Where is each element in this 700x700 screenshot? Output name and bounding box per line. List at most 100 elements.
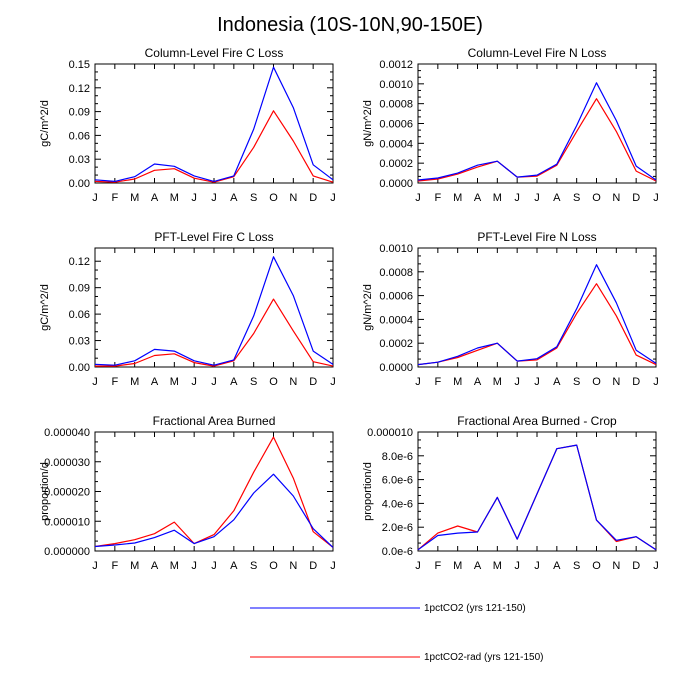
x-tick-label: A xyxy=(151,376,159,388)
x-tick-label: O xyxy=(592,376,601,388)
series-line xyxy=(417,283,657,366)
x-tick-label: J xyxy=(653,560,659,572)
y-tick-label: 0.06 xyxy=(69,309,90,321)
x-tick-label: J xyxy=(534,376,540,388)
x-tick-label: M xyxy=(493,192,502,204)
series-line xyxy=(94,256,334,366)
series-line xyxy=(94,110,334,183)
x-tick-label: J xyxy=(191,192,197,204)
y-tick-label: 0.0012 xyxy=(379,59,413,71)
x-tick-label: S xyxy=(250,560,257,572)
series-line xyxy=(417,444,657,551)
y-tick-label: 0.00 xyxy=(69,178,90,190)
x-tick-label: M xyxy=(170,560,179,572)
y-axis-label: proportion/d xyxy=(39,462,51,521)
y-tick-label: 0.000030 xyxy=(44,457,90,469)
x-tick-label: M xyxy=(453,560,462,572)
x-tick-label: D xyxy=(309,192,317,204)
x-tick-label: O xyxy=(269,560,278,572)
x-tick-label: J xyxy=(534,560,540,572)
x-tick-label: J xyxy=(415,560,421,572)
y-axis-label: proportion/d xyxy=(362,462,374,521)
x-tick-label: J xyxy=(514,376,520,388)
x-tick-label: N xyxy=(612,192,620,204)
y-tick-label: 0.12 xyxy=(69,83,90,95)
y-tick-label: 0.00 xyxy=(69,362,90,374)
x-tick-label: J xyxy=(653,192,659,204)
x-tick-label: N xyxy=(289,376,297,388)
x-tick-label: D xyxy=(632,376,640,388)
series-line xyxy=(417,264,657,366)
figure-title: Indonesia (10S-10N,90-150E) xyxy=(217,14,483,36)
x-tick-label: S xyxy=(573,376,580,388)
series-line xyxy=(95,298,334,367)
y-tick-label: 0.0008 xyxy=(379,99,413,111)
x-tick-label: M xyxy=(493,376,502,388)
x-tick-label: J xyxy=(514,192,520,204)
y-tick-label: 8.0e-6 xyxy=(382,451,413,463)
y-tick-label: 0.000010 xyxy=(44,516,90,528)
x-tick-label: J xyxy=(211,560,217,572)
x-tick-label: M xyxy=(130,376,139,388)
series-line xyxy=(94,473,334,548)
y-tick-label: 0.0004 xyxy=(379,138,413,150)
x-tick-label: S xyxy=(250,192,257,204)
legend-label: 1pctCO2 (yrs 121-150) xyxy=(424,603,526,614)
legend-item-1: 1pctCO2 (yrs 121-150) xyxy=(250,603,526,614)
y-tick-label: 0.0006 xyxy=(379,119,413,131)
x-tick-label: D xyxy=(309,376,317,388)
y-axis-label: gC/m^2/d xyxy=(39,284,51,331)
x-tick-label: M xyxy=(130,560,139,572)
x-tick-label: J xyxy=(330,376,336,388)
x-tick-label: F xyxy=(111,376,118,388)
x-tick-label: J xyxy=(191,376,197,388)
x-tick-label: A xyxy=(151,560,159,572)
x-tick-label: A xyxy=(230,376,238,388)
y-tick-label: 0.0002 xyxy=(379,158,413,170)
x-tick-label: S xyxy=(573,192,580,204)
series-line xyxy=(94,436,334,548)
x-tick-label: N xyxy=(612,376,620,388)
chart-title: Column-Level Fire C Loss xyxy=(145,46,284,60)
y-tick-label: 0.0000 xyxy=(379,178,413,190)
y-tick-label: 0.15 xyxy=(69,59,90,71)
x-tick-label: S xyxy=(573,560,580,572)
x-tick-label: A xyxy=(474,560,482,572)
series-line xyxy=(417,98,657,182)
x-tick-label: F xyxy=(111,192,118,204)
x-tick-label: F xyxy=(111,560,118,572)
chart-title: PFT-Level Fire N Loss xyxy=(477,230,596,244)
x-tick-label: M xyxy=(453,192,462,204)
x-tick-label: A xyxy=(553,560,561,572)
y-tick-label: 0.03 xyxy=(69,336,90,348)
x-tick-label: A xyxy=(230,560,238,572)
x-tick-label: O xyxy=(269,192,278,204)
y-tick-label: 4.0e-6 xyxy=(382,498,413,510)
x-tick-label: F xyxy=(434,560,441,572)
x-tick-label: J xyxy=(92,192,98,204)
chart-title: Fractional Area Burned xyxy=(153,414,276,428)
x-tick-label: F xyxy=(434,376,441,388)
y-tick-label: 0.09 xyxy=(69,107,90,119)
x-tick-label: A xyxy=(230,192,238,204)
chart-title: Fractional Area Burned - Crop xyxy=(457,414,617,428)
x-tick-label: M xyxy=(493,560,502,572)
plot-frame xyxy=(417,63,657,184)
x-tick-label: O xyxy=(592,560,601,572)
x-tick-label: M xyxy=(170,376,179,388)
x-tick-label: J xyxy=(514,560,520,572)
x-tick-label: A xyxy=(553,192,561,204)
x-tick-label: J xyxy=(415,192,421,204)
y-tick-label: 0.0000 xyxy=(379,362,413,374)
x-tick-label: J xyxy=(92,560,98,572)
x-tick-label: N xyxy=(612,560,620,572)
y-tick-label: 0.000020 xyxy=(44,487,90,499)
x-tick-label: M xyxy=(453,376,462,388)
x-tick-label: J xyxy=(653,376,659,388)
y-tick-label: 0.06 xyxy=(69,130,90,142)
x-tick-label: N xyxy=(289,560,297,572)
